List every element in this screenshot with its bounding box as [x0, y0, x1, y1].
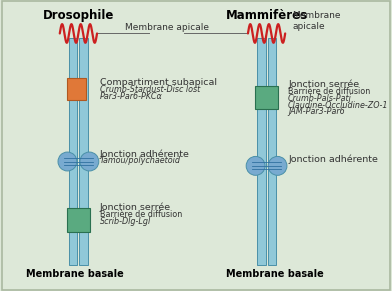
- Text: Crumb-Stardust-⁠Disc lost: Crumb-Stardust-⁠Disc lost: [100, 86, 200, 94]
- Text: Membrane basale: Membrane basale: [25, 269, 123, 279]
- FancyBboxPatch shape: [255, 86, 278, 109]
- FancyBboxPatch shape: [267, 38, 276, 265]
- FancyBboxPatch shape: [79, 38, 88, 265]
- Text: Jonction adhérente: Jonction adhérente: [100, 150, 190, 159]
- Text: Barrière de diffusion: Barrière de diffusion: [288, 87, 370, 96]
- Ellipse shape: [246, 157, 265, 175]
- Text: Crumb-Pals-Patj: Crumb-Pals-Patj: [288, 94, 352, 103]
- Text: Claudine-Occludine-ZO-1: Claudine-Occludine-ZO-1: [288, 101, 388, 109]
- FancyBboxPatch shape: [67, 208, 90, 232]
- Ellipse shape: [58, 152, 77, 171]
- Text: Mammifères: Mammifères: [225, 9, 308, 22]
- Text: Jonction serrée: Jonction serrée: [100, 203, 171, 212]
- Ellipse shape: [268, 157, 287, 175]
- Text: Membrane basale: Membrane basale: [225, 269, 323, 279]
- FancyBboxPatch shape: [69, 38, 77, 265]
- Text: Compartiment subapical: Compartiment subapical: [100, 78, 217, 87]
- Text: Membrane
apicale: Membrane apicale: [292, 11, 341, 31]
- Text: Jonction adhérente: Jonction adhérente: [288, 155, 378, 164]
- FancyBboxPatch shape: [257, 38, 266, 265]
- Ellipse shape: [80, 152, 99, 171]
- FancyBboxPatch shape: [67, 78, 86, 100]
- Text: Par3-Par6-PKCα: Par3-Par6-PKCα: [100, 92, 163, 101]
- Text: Tamou/polychaetoid: Tamou/polychaetoid: [100, 157, 181, 165]
- Text: JAM-Par3-Par6: JAM-Par3-Par6: [288, 107, 345, 116]
- Text: Barrière de diffusion: Barrière de diffusion: [100, 210, 182, 219]
- Text: Jonction serrée: Jonction serrée: [288, 80, 359, 89]
- Text: Membrane apicale: Membrane apicale: [125, 23, 209, 32]
- Text: Drosophile: Drosophile: [43, 9, 114, 22]
- Text: Scrib-Dlg-Lgl: Scrib-Dlg-Lgl: [100, 217, 151, 226]
